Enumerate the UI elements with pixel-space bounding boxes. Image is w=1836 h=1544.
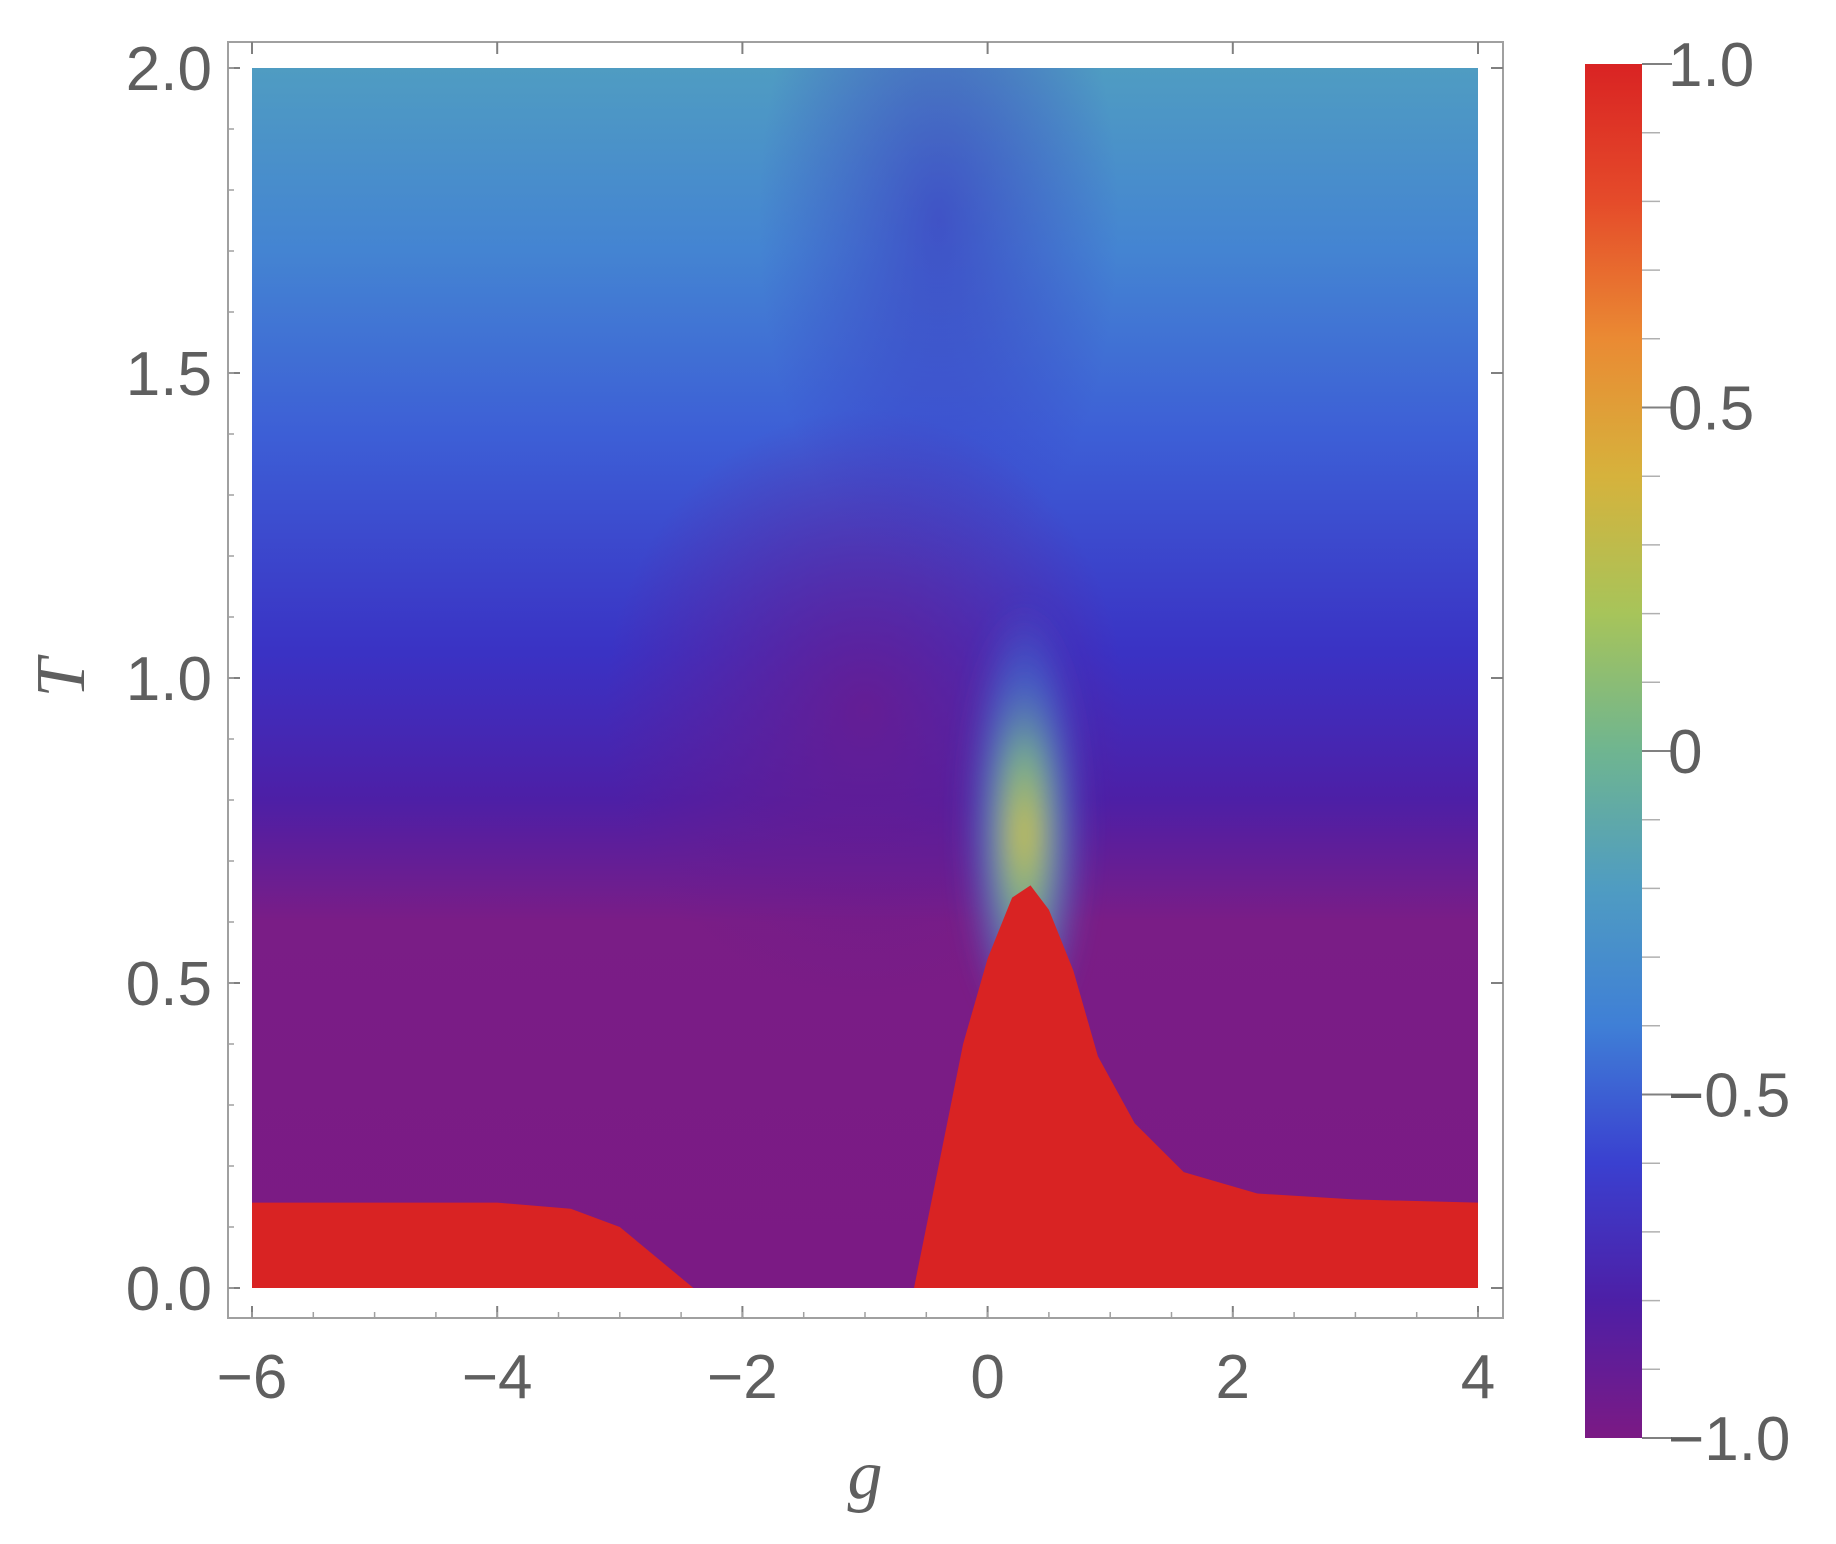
x-tick-label: −6 [217, 1343, 288, 1412]
colorbar-tick-label: −0.5 [1668, 1062, 1790, 1131]
y-tick-label: 2.0 [126, 35, 212, 104]
x-axis: −6 −4 −2 0 2 4 [217, 42, 1495, 1412]
y-tick-label: 1.5 [126, 340, 212, 409]
x-tick-label: 0 [970, 1343, 1004, 1412]
y-axis: 0.0 0.5 1.0 1.5 2.0 [126, 35, 1503, 1324]
colorbar-tick-label: −1.0 [1668, 1405, 1790, 1474]
transition-halo [964, 557, 1085, 1018]
x-tick-label: −4 [462, 1343, 533, 1412]
x-tick-label: −2 [707, 1343, 778, 1412]
colorbar-tick-label: 0.5 [1668, 375, 1754, 444]
x-tick-label: 2 [1216, 1343, 1250, 1412]
region-red-left [252, 1202, 694, 1288]
y-tick-label: 0.0 [126, 1255, 212, 1324]
x-tick-label: 4 [1461, 1343, 1495, 1412]
x-axis-label: g [848, 1437, 883, 1514]
region-red-right [914, 885, 1478, 1288]
colorbar: 1.0 0.5 0 −0.5 −1.0 [1585, 31, 1790, 1474]
colorbar-tick-label: 0 [1668, 718, 1702, 787]
colorbar-tick-label: 1.0 [1668, 31, 1754, 100]
colorbar-gradient [1585, 64, 1642, 1438]
y-axis-label: T [23, 653, 100, 697]
heatmap-area [252, 68, 1478, 1288]
y-tick-label: 0.5 [126, 950, 212, 1019]
blue-plume [758, 68, 1119, 581]
y-tick-label: 1.0 [126, 645, 212, 714]
